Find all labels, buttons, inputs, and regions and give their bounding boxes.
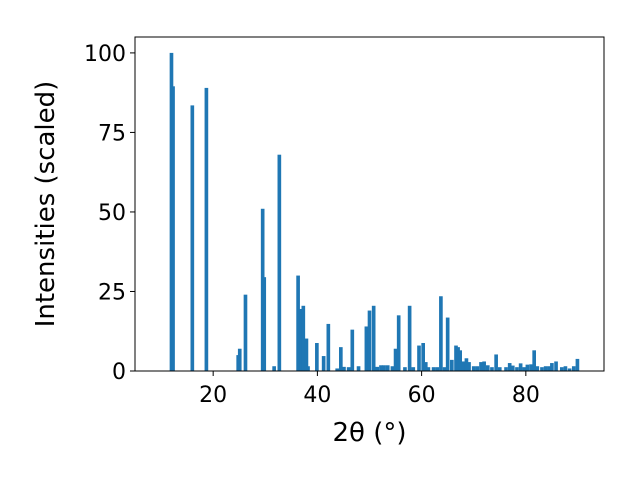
bar bbox=[475, 366, 480, 371]
y-axis-label: Intensities (scaled) bbox=[31, 81, 61, 328]
bar bbox=[379, 365, 383, 371]
bar bbox=[467, 362, 471, 371]
bar bbox=[547, 366, 552, 371]
bar bbox=[375, 366, 380, 371]
bar bbox=[277, 154, 282, 371]
bar bbox=[382, 365, 386, 371]
bar bbox=[356, 366, 361, 371]
bar bbox=[458, 350, 462, 371]
bar bbox=[550, 363, 554, 371]
bar bbox=[321, 356, 326, 371]
bar bbox=[421, 343, 425, 371]
bar bbox=[522, 367, 527, 371]
bar bbox=[262, 277, 267, 371]
bar bbox=[385, 365, 390, 371]
bar bbox=[439, 296, 443, 371]
bar bbox=[543, 366, 548, 371]
bar-series bbox=[169, 52, 580, 372]
x-axis-label: 2θ (°) bbox=[332, 418, 406, 448]
y-tick-label: 75 bbox=[98, 121, 126, 146]
bar bbox=[335, 368, 340, 371]
bar bbox=[423, 362, 428, 371]
bar bbox=[456, 347, 460, 371]
y-tick-label: 25 bbox=[98, 280, 126, 305]
bar bbox=[554, 361, 558, 371]
bar bbox=[426, 367, 431, 371]
bar bbox=[497, 367, 502, 371]
bar bbox=[454, 345, 458, 371]
bar bbox=[346, 367, 351, 371]
bar bbox=[507, 363, 512, 371]
bar bbox=[350, 329, 355, 371]
bar bbox=[464, 358, 469, 371]
bar bbox=[485, 365, 490, 371]
bar bbox=[567, 368, 572, 371]
bar bbox=[431, 367, 436, 371]
x-tick-label: 20 bbox=[199, 383, 227, 408]
bar bbox=[535, 366, 540, 371]
bar bbox=[393, 348, 398, 371]
bar bbox=[326, 323, 331, 371]
bar bbox=[342, 366, 346, 371]
bar bbox=[559, 367, 564, 371]
bar bbox=[367, 310, 372, 371]
bar bbox=[301, 305, 306, 371]
plot-frame bbox=[134, 36, 605, 372]
bar bbox=[296, 275, 300, 371]
bar bbox=[407, 305, 412, 371]
bar bbox=[571, 366, 576, 371]
bar bbox=[411, 367, 416, 371]
x-tick-label: 40 bbox=[303, 383, 331, 408]
y-tick-label: 50 bbox=[98, 201, 126, 226]
bar bbox=[471, 366, 476, 371]
bar bbox=[490, 367, 494, 371]
bar bbox=[442, 367, 447, 371]
bar bbox=[272, 366, 276, 371]
bar bbox=[445, 317, 450, 371]
bar bbox=[563, 366, 568, 371]
bar bbox=[479, 362, 483, 371]
bar bbox=[315, 343, 319, 371]
bar bbox=[299, 308, 304, 371]
bar bbox=[529, 364, 533, 371]
bar bbox=[243, 294, 248, 371]
y-tick-label: 100 bbox=[84, 42, 126, 67]
bar bbox=[540, 367, 544, 371]
bar bbox=[204, 87, 209, 372]
bar bbox=[518, 363, 523, 371]
bar bbox=[171, 86, 175, 372]
bar bbox=[190, 105, 195, 371]
bar bbox=[504, 367, 508, 371]
bar bbox=[306, 366, 310, 371]
bar bbox=[339, 347, 343, 371]
bar bbox=[304, 338, 309, 371]
bar bbox=[435, 367, 440, 371]
x-axis-ticks: 20 40 60 80 bbox=[199, 371, 540, 408]
bar bbox=[494, 354, 498, 371]
x-tick-label: 80 bbox=[512, 383, 540, 408]
bar bbox=[417, 345, 421, 371]
bar bbox=[403, 367, 407, 371]
bar bbox=[237, 348, 242, 371]
bar bbox=[390, 366, 395, 371]
bar bbox=[575, 358, 580, 371]
y-axis-ticks: 0 25 50 75 100 bbox=[84, 42, 135, 385]
bar bbox=[396, 315, 401, 371]
bar bbox=[515, 367, 519, 371]
bar bbox=[461, 361, 466, 371]
y-tick-label: 0 bbox=[112, 360, 126, 385]
x-tick-label: 60 bbox=[408, 383, 436, 408]
bar bbox=[482, 361, 486, 371]
bar bbox=[510, 365, 515, 371]
bar bbox=[450, 359, 454, 371]
bar bbox=[532, 350, 536, 371]
bar bbox=[525, 364, 530, 371]
bar bbox=[364, 326, 369, 371]
bar bbox=[371, 305, 376, 371]
